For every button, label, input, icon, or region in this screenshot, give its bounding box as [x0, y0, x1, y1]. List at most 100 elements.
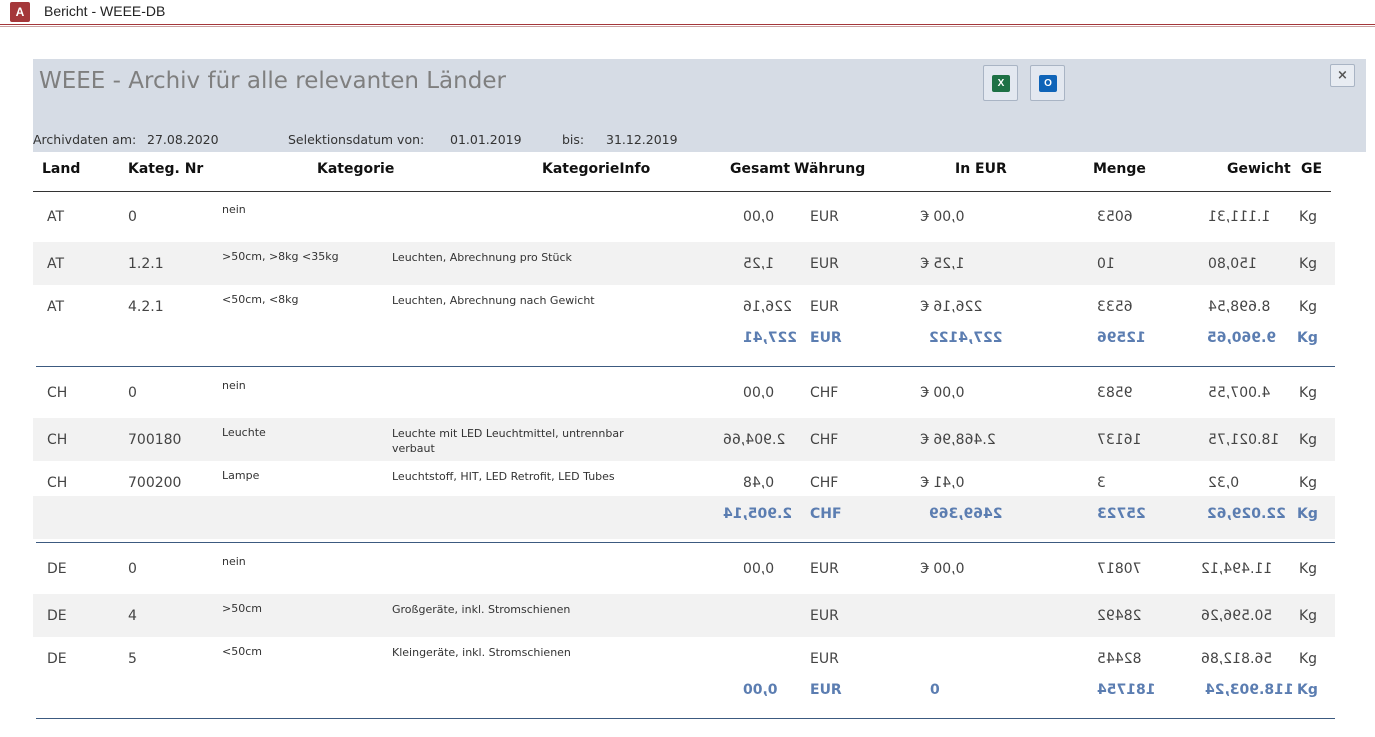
cell-nr: 700180 [128, 432, 182, 448]
cell-kategorie: nein [222, 203, 246, 216]
sum-menge: 181754 [1097, 682, 1156, 698]
col-kategorieinfo: KategorieInfo [542, 161, 651, 177]
excel-icon: X [992, 75, 1010, 92]
archive-date-label: Archivdaten am: [33, 132, 137, 147]
group-sum-row: 2.905,14 CHF 2469,369 25723 22.029,62 Kg [33, 496, 1335, 539]
cell-nr: 1.2.1 [128, 256, 164, 272]
close-report-button[interactable]: × [1330, 64, 1355, 87]
sum-in-eur: 2469,369 [929, 506, 1003, 522]
cell-land: CH [47, 432, 68, 448]
cell-gesamt: 2.904,66 [723, 432, 786, 448]
table-row: CH 700180 Leuchte Leuchte mit LED Leucht… [33, 418, 1335, 461]
cell-info: Leuchten, Abrechnung pro Stück [392, 251, 572, 264]
cell-kategorie: Leuchte [222, 426, 266, 439]
sum-menge: 25723 [1097, 506, 1146, 522]
cell-info: Kleingeräte, inkl. Stromschienen [392, 646, 571, 659]
cell-nr: 0 [128, 385, 137, 401]
cell-gewicht: 0,32 [1208, 475, 1240, 491]
group-sum-row: 0,00 EUR 0 181754 118.903,24 Kg [33, 672, 1335, 715]
access-app-icon: A [10, 2, 30, 22]
titlebar-divider-secondary [0, 26, 1375, 27]
cell-ge: Kg [1299, 256, 1318, 272]
sum-ge: Kg [1297, 506, 1318, 522]
cell-land: AT [47, 256, 65, 272]
sum-gewicht: 22.029,62 [1207, 506, 1286, 522]
cell-waehrung: CHF [810, 432, 839, 448]
cell-kategorie: nein [222, 379, 246, 392]
cell-kategorie: Lampe [222, 469, 260, 482]
cell-ge: Kg [1299, 608, 1318, 624]
col-land: Land [42, 161, 81, 177]
cell-kategorie: nein [222, 555, 246, 568]
cell-kategorie: <50cm [222, 645, 262, 658]
archive-date-value: 27.08.2020 [147, 132, 219, 147]
selection-from-label: Selektionsdatum von: [288, 132, 425, 147]
cell-gewicht: 1.111,31 [1208, 209, 1271, 225]
table-row: CH 700200 Lampe Leuchtstoff, HIT, LED Re… [33, 461, 1335, 504]
sum-in-eur: 227,4122 [929, 330, 1003, 346]
table-row: AT 1.2.1 >50cm, >8kg <35kg Leuchten, Abr… [33, 242, 1335, 285]
window-title: Bericht - WEEE-DB [44, 3, 166, 19]
cell-nr: 4.2.1 [128, 299, 164, 315]
col-in-eur: In EUR [955, 161, 1007, 177]
sum-waehrung: EUR [810, 682, 842, 698]
group-sum-row: 227,41 EUR 227,4122 12596 9.960,65 Kg [33, 320, 1335, 363]
cell-menge: 16137 [1097, 432, 1142, 448]
cell-in-eur: 226,16 € [920, 299, 983, 315]
cell-info: Großgeräte, inkl. Stromschienen [392, 603, 571, 616]
cell-ge: Kg [1299, 475, 1318, 491]
cell-gesamt: 226,16 [743, 299, 792, 315]
cell-ge: Kg [1299, 385, 1318, 401]
export-excel-button[interactable]: X [983, 65, 1018, 101]
cell-menge: 10 [1097, 256, 1115, 272]
outlook-icon: O [1039, 75, 1057, 92]
cell-in-eur: 0,00 € [920, 561, 965, 577]
col-waehrung: Währung [794, 161, 866, 177]
cell-kategorie: >50cm [222, 602, 262, 615]
cell-menge: 9583 [1097, 385, 1133, 401]
cell-in-eur: 1,25 € [920, 256, 965, 272]
col-ge: GE [1301, 161, 1323, 177]
cell-gewicht: 8.698,54 [1208, 299, 1271, 315]
selection-to-value: 31.12.2019 [606, 132, 678, 147]
cell-waehrung: CHF [810, 385, 839, 401]
cell-nr: 700200 [128, 475, 182, 491]
send-outlook-button[interactable]: O [1030, 65, 1065, 101]
sum-menge: 12596 [1097, 330, 1146, 346]
cell-in-eur: 0,00 € [920, 385, 965, 401]
cell-nr: 0 [128, 209, 137, 225]
cell-in-eur: 0,41 € [920, 475, 965, 491]
cell-kategorie: >50cm, >8kg <35kg [222, 250, 339, 263]
cell-gesamt: 0,00 [743, 209, 775, 225]
cell-ge: Kg [1299, 432, 1318, 448]
cell-waehrung: EUR [810, 651, 839, 667]
header-divider [33, 191, 1331, 192]
cell-waehrung: EUR [810, 299, 839, 315]
cell-waehrung: EUR [810, 256, 839, 272]
selection-from-value: 01.01.2019 [450, 132, 522, 147]
cell-info: Leuchten, Abrechnung nach Gewicht [392, 294, 595, 307]
cell-ge: Kg [1299, 651, 1318, 667]
cell-gewicht: 56.812,86 [1201, 651, 1273, 667]
cell-nr: 0 [128, 561, 137, 577]
sum-waehrung: CHF [810, 506, 842, 522]
table-row: AT 0 nein 0,00 EUR 0,00 € 6053 1.111,31 … [33, 195, 1335, 238]
cell-in-eur: 2.468,96 € [920, 432, 996, 448]
col-kategorie: Kategorie [317, 161, 395, 177]
cell-menge: 70817 [1097, 561, 1142, 577]
cell-nr: 5 [128, 651, 137, 667]
table-row: CH 0 nein 0,00 CHF 0,00 € 9583 4.007,55 … [33, 371, 1335, 414]
cell-in-eur: 0,00 € [920, 209, 965, 225]
report-header: WEEE - Archiv für alle relevanten Länder… [33, 59, 1366, 152]
cell-menge: 28492 [1097, 608, 1142, 624]
cell-gesamt: 0,48 [743, 475, 775, 491]
table-row: DE 0 nein 0,00 EUR 0,00 € 70817 11.494,1… [33, 547, 1335, 590]
col-gewicht: Gewicht [1227, 161, 1291, 177]
table-row: DE 5 <50cm Kleingeräte, inkl. Stromschie… [33, 637, 1335, 680]
cell-land: AT [47, 299, 65, 315]
cell-menge: 6533 [1097, 299, 1133, 315]
sum-gesamt: 0,00 [743, 682, 778, 698]
cell-waehrung: EUR [810, 608, 839, 624]
window-titlebar: A Bericht - WEEE-DB [0, 0, 1375, 27]
sum-gewicht: 9.960,65 [1207, 330, 1277, 346]
